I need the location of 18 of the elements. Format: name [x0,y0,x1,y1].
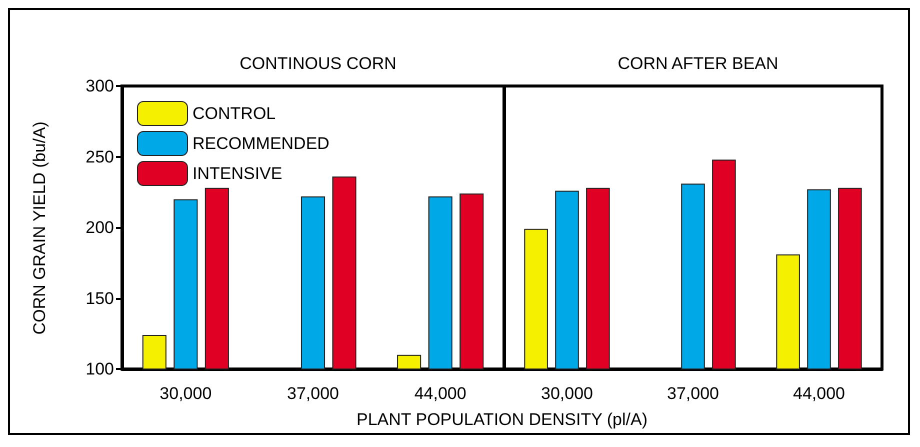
y-tick-label: 250 [86,147,114,166]
x-tick-label: 30,000 [160,384,212,403]
chart-title: CORN AFTER BEAN [618,54,778,73]
x-tick-label: 37,000 [287,384,339,403]
x-tick-label: 44,000 [793,384,845,403]
y-tick-label: 100 [86,360,114,378]
y-tick-label: 300 [86,76,114,96]
legend-label: INTENSIVE [192,164,282,183]
y-tick-label: 200 [86,218,114,237]
y-tick-label: 150 [86,288,114,308]
x-axis-title: PLANT POPULATION DENSITY (pl/A) [356,410,648,430]
legend-label: RECOMMENDED [192,134,330,153]
x-tick-label: 44,000 [414,384,466,403]
x-tick-label: 37,000 [667,384,719,403]
y-axis-title: CORN GRAIN YIELD (bu/A) [30,121,50,335]
legend-label: CONTROL [192,104,276,123]
x-tick-label: 30,000 [541,384,593,403]
chart-title: CONTINOUS CORN [240,54,396,73]
